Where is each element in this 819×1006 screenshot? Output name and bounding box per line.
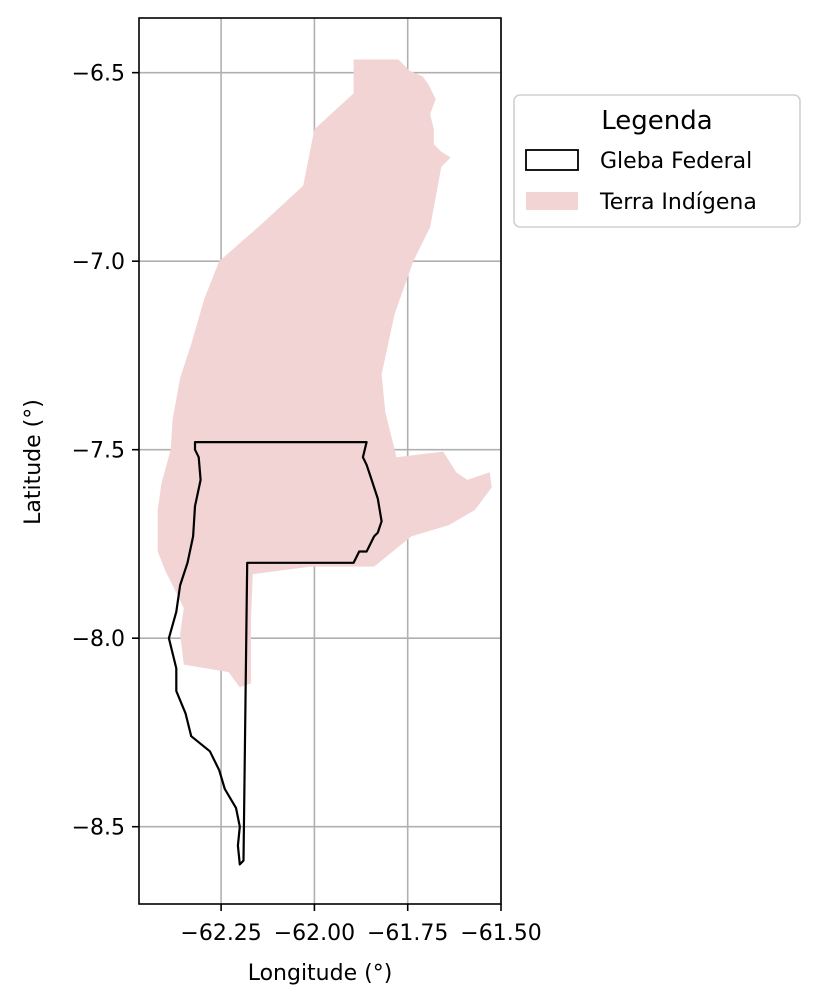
x-tick-label: −61.75	[367, 921, 448, 946]
legend: Legenda Gleba Federal Terra Indígena	[513, 94, 801, 228]
y-tick-label: −7.0	[72, 250, 125, 275]
legend-label-terra-indigena: Terra Indígena	[599, 190, 757, 215]
plot-frame	[138, 17, 502, 905]
terra-indigena-polygon	[157, 59, 492, 688]
x-tick-label: −62.25	[180, 921, 261, 946]
y-axis-label: Latitude (°)	[21, 399, 46, 525]
y-tick-label: −6.5	[72, 62, 125, 87]
map-layers	[157, 59, 492, 866]
legend-title: Legenda	[601, 106, 712, 136]
x-tick-label: −62.00	[274, 921, 355, 946]
y-tick-label: −8.5	[72, 816, 125, 841]
legend-box	[513, 94, 801, 228]
axis-ticks: −62.25 −62.00 −61.75 −61.50 −6.5 −7.0 −7.5 −8.0…	[72, 62, 542, 946]
x-tick-label: −61.50	[460, 921, 541, 946]
legend-swatch-terra-indigena	[526, 192, 578, 210]
legend-label-gleba-federal: Gleba Federal	[600, 149, 752, 174]
gleba-federal-polygon	[167, 441, 383, 866]
x-axis-label: Longitude (°)	[248, 961, 393, 986]
legend-swatch-gleba-federal	[525, 149, 579, 171]
y-tick-label: −7.5	[72, 439, 125, 464]
y-tick-label: −8.0	[72, 627, 125, 652]
